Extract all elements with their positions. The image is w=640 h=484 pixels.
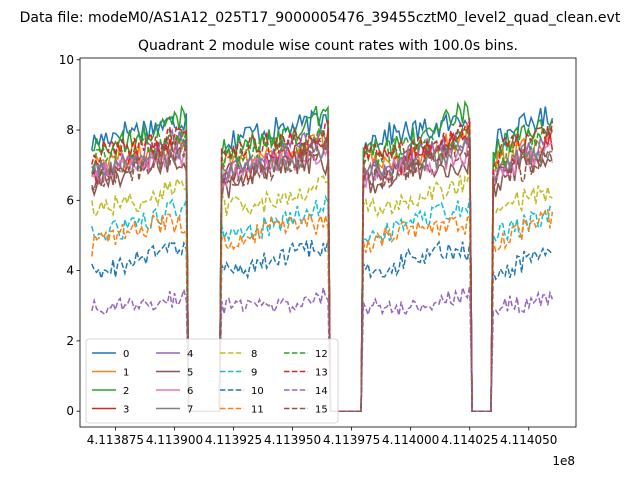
x-axis: 4.113875 4.113900 4.113925 4.113950 4.113975…	[87, 427, 557, 447]
plot-area	[79, 57, 577, 428]
legend-label-7: 7	[187, 405, 193, 416]
y-tick-label: 0	[66, 404, 74, 418]
legend-label-15: 15	[315, 405, 328, 416]
legend-label-8: 8	[251, 349, 257, 360]
x-tick-label: 4.113950	[264, 433, 321, 447]
y-tick-label: 4	[66, 264, 74, 278]
x-tick-label: 4.113875	[87, 433, 144, 447]
x-tick-label: 4.114000	[382, 433, 439, 447]
y-tick-label: 6	[66, 193, 74, 207]
legend-label-10: 10	[251, 386, 264, 397]
legend-label-0: 0	[123, 349, 129, 360]
y-tick-label: 8	[66, 123, 74, 137]
legend-label-12: 12	[315, 349, 328, 360]
series-line-15	[91, 136, 554, 412]
legend-box	[85, 338, 339, 424]
legend-label-5: 5	[187, 368, 193, 379]
legend-label-1: 1	[123, 368, 129, 379]
legend-label-2: 2	[123, 386, 129, 397]
y-tick-label: 10	[59, 53, 74, 67]
x-tick-label: 4.113925	[205, 433, 262, 447]
series-line-11	[91, 208, 554, 412]
legend-label-4: 4	[187, 349, 193, 360]
series-line-10	[91, 239, 553, 412]
legend-label-6: 6	[187, 386, 193, 397]
y-axis: 0 2 4 6 8 10	[59, 53, 80, 418]
legend-label-14: 14	[315, 386, 328, 397]
legend-label-3: 3	[123, 405, 129, 416]
x-axis-offset-text: 1e8	[552, 454, 575, 468]
y-tick-label: 2	[66, 334, 74, 348]
x-tick-label: 4.114050	[500, 433, 557, 447]
x-tick-label: 4.113975	[323, 433, 380, 447]
x-tick-label: 4.113900	[146, 433, 203, 447]
plot-frame	[79, 57, 577, 428]
figure-suptitle: Data file: modeM0/AS1A12_025T17_90000054…	[20, 10, 621, 26]
legend-label-9: 9	[251, 368, 257, 379]
legend-label-11: 11	[251, 405, 264, 416]
x-tick-label: 4.114025	[441, 433, 498, 447]
legend-label-13: 13	[315, 368, 328, 379]
chart-title: Quadrant 2 module wise count rates with …	[138, 38, 518, 54]
